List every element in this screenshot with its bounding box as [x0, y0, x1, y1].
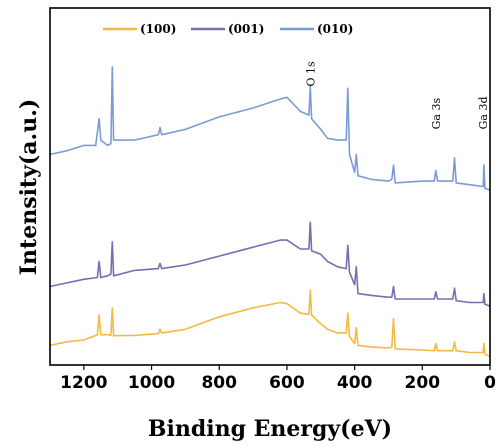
y-axis-title: Intensity(a.u.) — [16, 99, 42, 276]
legend: (100) (001) (010) — [103, 22, 353, 36]
annotation-label-1: Ga 3s — [430, 98, 443, 130]
x-tick-label: 600 — [269, 373, 305, 393]
annotation-label-2: Ga 3d — [477, 97, 490, 130]
x-axis-ticks: 1200 1000 800 600 400 200 0 — [60, 365, 496, 393]
annotation-label-0: O 1s — [304, 61, 317, 87]
x-tick-label: 200 — [405, 373, 441, 393]
x-tick-label: 0 — [484, 373, 496, 393]
series-layer — [49, 66, 491, 357]
x-axis-title: Binding Energy(eV) — [148, 416, 392, 442]
plot-frame — [49, 7, 491, 366]
series-line-2 — [49, 66, 491, 191]
legend-label-1: (001) — [228, 22, 264, 36]
legend-label-2: (010) — [317, 22, 353, 36]
x-tick-label: 400 — [337, 373, 373, 393]
series-line-0 — [49, 289, 491, 357]
annotations: O 1s Ga 3s Ga 3d — [304, 61, 490, 129]
series-line-1 — [49, 221, 491, 307]
x-tick-label: 800 — [201, 373, 237, 393]
x-tick-label: 1200 — [60, 373, 107, 393]
legend-label-0: (100) — [140, 22, 176, 36]
x-tick-label: 1000 — [128, 373, 175, 393]
